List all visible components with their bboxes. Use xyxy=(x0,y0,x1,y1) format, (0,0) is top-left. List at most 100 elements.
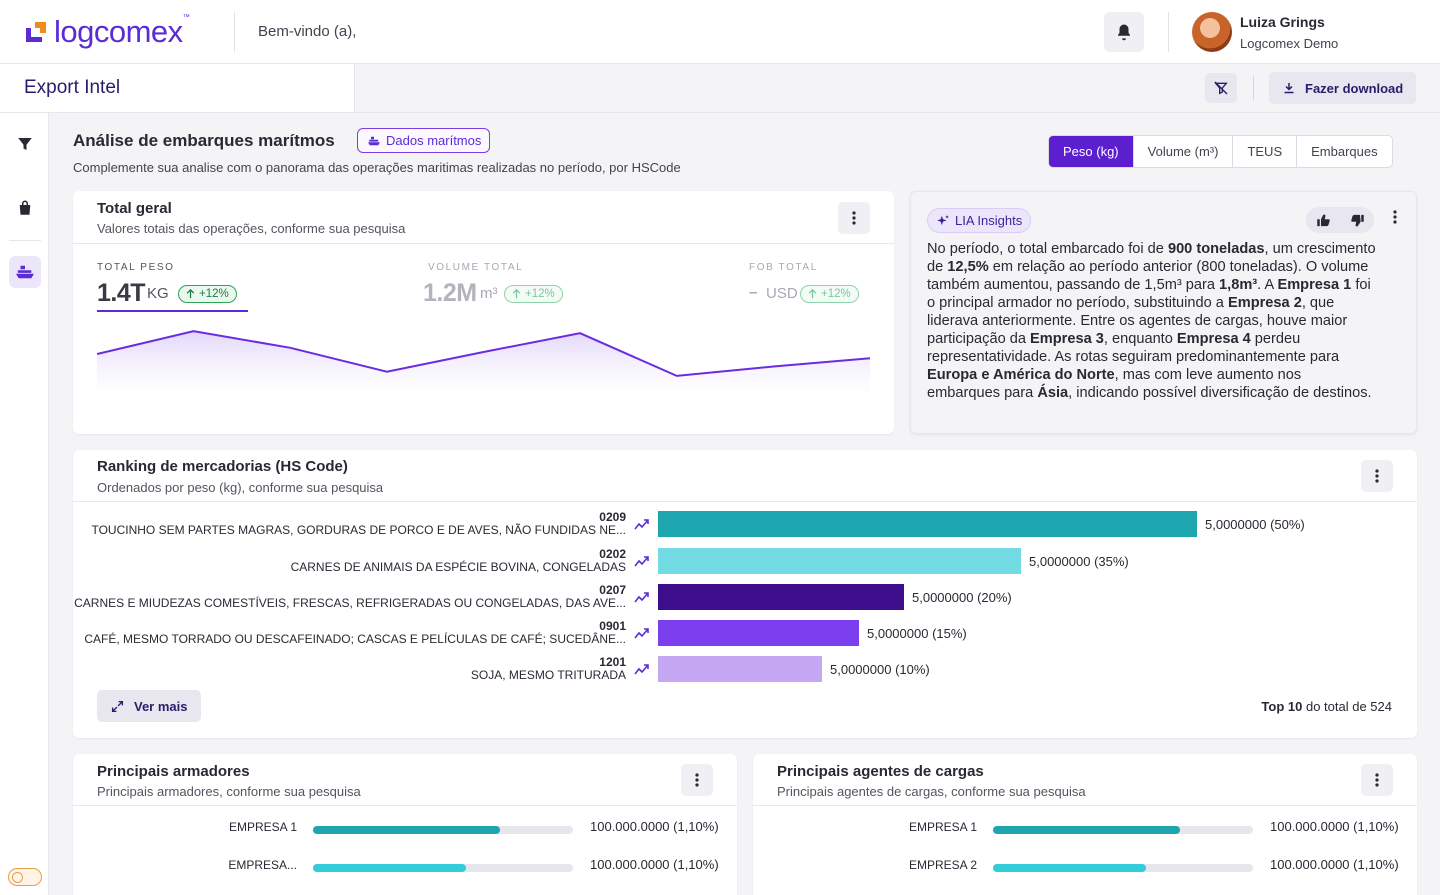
ranking-title: Ranking de mercadorias (HS Code) xyxy=(97,458,348,475)
sidebar-item-filters[interactable] xyxy=(9,128,41,160)
trend-icon[interactable] xyxy=(634,556,650,568)
ranking-menu-button[interactable] xyxy=(1361,460,1393,492)
weight-trend-chart xyxy=(97,330,870,409)
card-divider xyxy=(73,501,1417,502)
tab-teus[interactable]: TEUS xyxy=(1233,136,1298,167)
kpi-fob-delta-badge: +12% xyxy=(800,285,859,303)
share-bar-track xyxy=(993,826,1253,834)
download-button[interactable]: Fazer download xyxy=(1269,72,1416,104)
share-bar-fill[interactable] xyxy=(993,826,1180,834)
clear-filters-button[interactable] xyxy=(1205,73,1237,103)
trend-icon[interactable] xyxy=(634,592,650,604)
toolbar-divider xyxy=(1253,76,1254,100)
feedback-group xyxy=(1306,207,1374,233)
ship-icon xyxy=(368,136,380,145)
carriers-menu-button[interactable] xyxy=(681,764,713,796)
hs-code-description: CARNES E MIUDEZAS COMESTÍVEIS, FRESCAS, … xyxy=(74,596,626,610)
logcomex-logo[interactable]: logcomex™ xyxy=(24,14,190,50)
logo-text: logcomex™ xyxy=(54,14,190,49)
total-card-menu-button[interactable] xyxy=(838,202,870,234)
sidebar-item-products[interactable] xyxy=(9,192,41,224)
kpi-volume-value[interactable]: 1.2M xyxy=(423,279,477,307)
ranking-top-count: Top 10 xyxy=(1261,699,1303,714)
trend-icon[interactable] xyxy=(634,519,650,531)
trend-line xyxy=(97,330,870,377)
kpi-volume-unit: m³ xyxy=(480,285,498,302)
kpi-weight-unit: KG xyxy=(147,285,169,302)
kpi-weight-delta-badge: +12% xyxy=(178,285,237,303)
insight-text: No período, o total embarcado foi de 900… xyxy=(927,241,1376,401)
company-value: 100.000.0000 (1,10%) xyxy=(590,857,719,872)
hs-code-label: 1201 xyxy=(599,655,626,669)
insights-menu-button[interactable] xyxy=(1390,209,1400,225)
ranking-value-label: 5,0000000 (15%) xyxy=(867,626,967,641)
thumbs-down-icon[interactable] xyxy=(1350,213,1365,228)
kpi-fob-unit: USD xyxy=(766,285,798,302)
arrow-up-icon xyxy=(808,289,817,299)
share-bar-track xyxy=(313,826,573,834)
avatar[interactable] xyxy=(1192,12,1232,52)
ranking-bar[interactable] xyxy=(658,584,904,610)
ranking-bar[interactable] xyxy=(658,656,822,682)
see-more-button[interactable]: Ver mais xyxy=(97,690,201,722)
ranking-total-rest: do total de 524 xyxy=(1302,699,1392,714)
trend-icon[interactable] xyxy=(634,664,650,676)
trend-area xyxy=(97,331,870,409)
trend-icon[interactable] xyxy=(634,628,650,640)
section-title: Análise de embarques marítmos xyxy=(73,131,335,150)
hs-code-description: SOJA, MESMO TRITURADA xyxy=(470,668,626,682)
share-bar-fill[interactable] xyxy=(313,826,500,834)
card-divider xyxy=(753,805,1417,806)
notifications-button[interactable] xyxy=(1104,12,1144,52)
company-value: 100.000.0000 (1,10%) xyxy=(590,819,719,834)
ranking-bar[interactable] xyxy=(658,511,1197,537)
more-vertical-icon xyxy=(695,773,699,787)
theme-toggle[interactable] xyxy=(8,868,42,886)
hs-code-label: 0901 xyxy=(599,619,626,633)
freight-agents-title: Principais agentes de cargas xyxy=(777,763,984,780)
download-label: Fazer download xyxy=(1305,80,1404,96)
maritime-badge-label: Dados marítmos xyxy=(386,133,482,148)
ranking-value-label: 5,0000000 (10%) xyxy=(830,662,930,677)
sparkles-icon xyxy=(937,214,949,225)
see-more-label: Ver mais xyxy=(134,698,188,714)
kpi-fob-label: FOB TOTAL xyxy=(749,262,818,273)
company-value: 100.000.0000 (1,10%) xyxy=(1270,819,1399,834)
tab-volume[interactable]: Volume (m³) xyxy=(1134,136,1234,167)
ship-icon xyxy=(16,265,34,279)
total-card-subtitle: Valores totais das operações, conforme s… xyxy=(97,221,406,236)
tab-peso[interactable]: Peso (kg) xyxy=(1049,136,1134,167)
ranking-value-label: 5,0000000 (50%) xyxy=(1205,517,1305,532)
ranking-bar[interactable] xyxy=(658,548,1021,574)
company-label: EMPRESA 2 xyxy=(908,858,977,872)
company-label: EMPRESA 1 xyxy=(228,820,297,834)
carriers-card: Principais armadores Principais armadore… xyxy=(73,754,737,895)
hs-code-description: CAFÉ, MESMO TORRADO OU DESCAFEINADO; CAS… xyxy=(84,632,626,646)
logo-mark-icon xyxy=(26,22,46,42)
sidebar-item-maritime[interactable] xyxy=(9,256,41,288)
freight-agents-menu-button[interactable] xyxy=(1361,764,1393,796)
thumbs-up-icon[interactable] xyxy=(1316,213,1331,228)
tab-embarques[interactable]: Embarques xyxy=(1311,144,1378,159)
kpi-weight-delta: +12% xyxy=(199,288,229,300)
user-name[interactable]: Luiza Grings xyxy=(1240,14,1325,30)
expand-icon xyxy=(111,700,124,712)
share-bar-fill[interactable] xyxy=(993,864,1146,872)
more-vertical-icon xyxy=(1375,469,1379,483)
kpi-fob-value[interactable]: – xyxy=(749,284,758,301)
welcome-text: Bem-vindo (a), xyxy=(258,23,357,40)
header-divider xyxy=(1168,12,1169,52)
ranking-subtitle: Ordenados por peso (kg), conforme sua pe… xyxy=(97,480,384,495)
top-header: logcomex™ Bem-vindo (a), Luiza Grings Lo… xyxy=(0,0,1440,64)
ranking-bar[interactable] xyxy=(658,620,859,646)
more-vertical-icon xyxy=(1375,773,1379,787)
card-divider xyxy=(73,805,737,806)
kpi-volume-delta-badge: +12% xyxy=(504,285,563,303)
lia-insights-card: LIA Insights No período, o total embarca… xyxy=(910,191,1417,434)
ranking-value-label: 5,0000000 (20%) xyxy=(912,590,1012,605)
freight-agents-subtitle: Principais agentes de cargas, conforme s… xyxy=(777,784,1086,799)
carriers-title: Principais armadores xyxy=(97,763,250,780)
metric-selector: Peso (kg) Volume (m³) TEUS Embarques xyxy=(1048,135,1393,168)
share-bar-track xyxy=(313,864,573,872)
share-bar-fill[interactable] xyxy=(313,864,466,872)
